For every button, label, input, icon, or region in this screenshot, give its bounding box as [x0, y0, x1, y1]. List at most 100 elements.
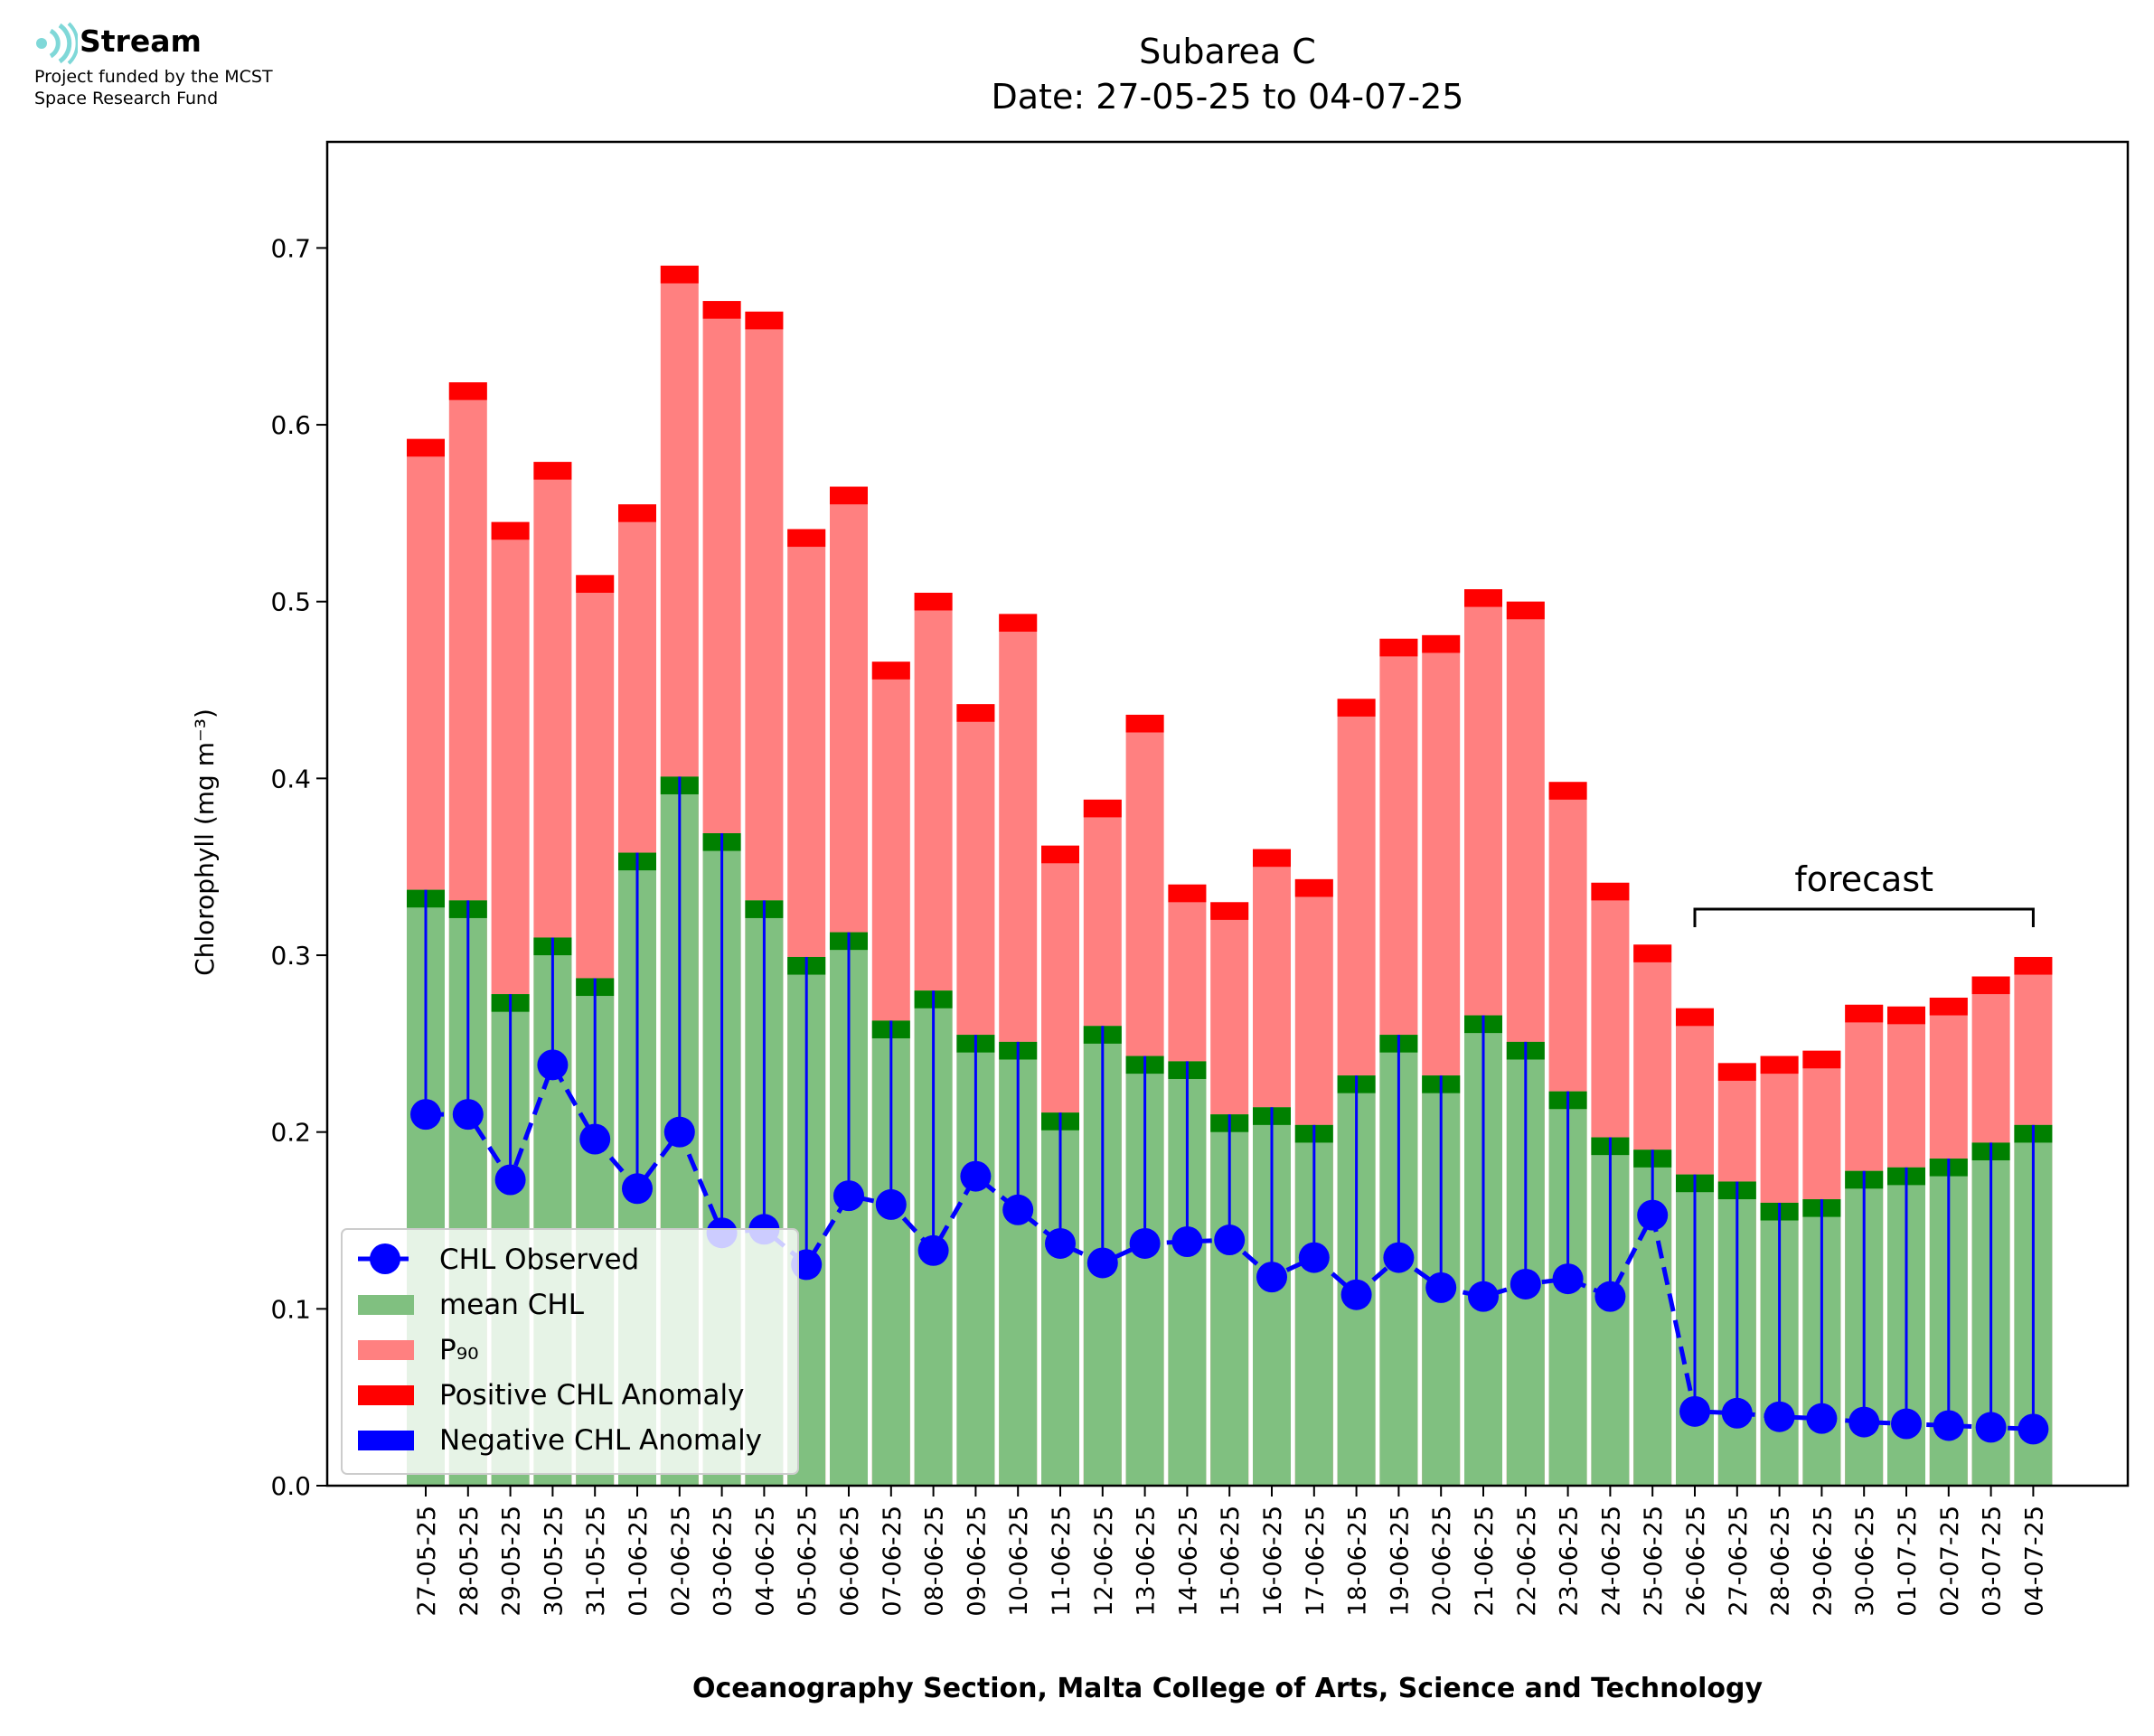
x-tick-label: 23-06-25 — [1556, 1506, 1584, 1617]
observed-point — [1425, 1272, 1457, 1303]
x-tick-label: 10-06-25 — [1005, 1506, 1033, 1617]
plot-frame — [325, 140, 2130, 1487]
p90-band — [830, 486, 868, 505]
forecast-bracket: forecast — [1693, 859, 2035, 927]
y-tick-label: 0.5 — [270, 587, 311, 617]
observed-point — [960, 1160, 992, 1192]
x-tick-label: 25-06-25 — [1640, 1506, 1668, 1617]
observed-point — [452, 1099, 484, 1131]
stream-logo-icon — [36, 22, 78, 65]
p90-band — [407, 438, 445, 457]
observed-point — [2018, 1413, 2049, 1445]
p90-band — [1929, 997, 1968, 1016]
observed-point — [1552, 1263, 1584, 1295]
x-tick-label: 26-06-25 — [1682, 1506, 1710, 1617]
p90-band — [914, 592, 953, 611]
observed-point — [917, 1234, 949, 1266]
logo-name: Stream — [80, 23, 202, 59]
observed-point — [622, 1173, 653, 1205]
x-tick-label: 24-06-25 — [1597, 1506, 1625, 1617]
legend-swatch — [358, 1385, 414, 1405]
x-tick-label: 04-06-25 — [751, 1506, 779, 1617]
p90-band — [745, 311, 784, 330]
legend-label: mean CHL — [439, 1289, 585, 1321]
x-tick-label: 18-06-25 — [1344, 1506, 1372, 1617]
p90-band — [576, 575, 615, 593]
p90-band — [999, 614, 1038, 632]
forecast-annotation: forecast — [1794, 859, 1933, 899]
x-tick-label: 03-07-25 — [1979, 1506, 2007, 1617]
x-tick-label: 07-06-25 — [879, 1506, 907, 1617]
x-tick-label: 08-06-25 — [921, 1506, 949, 1617]
x-tick-label: 02-06-25 — [667, 1506, 695, 1617]
p90-band — [1168, 884, 1207, 903]
p90-band — [2014, 956, 2053, 975]
observed-point — [410, 1099, 441, 1131]
observed-point — [663, 1116, 695, 1148]
x-tick-label: 28-05-25 — [456, 1506, 484, 1617]
observed-point — [1933, 1410, 1964, 1441]
observed-point — [1214, 1225, 1246, 1256]
observed-point — [1256, 1262, 1287, 1293]
x-tick-label: 30-06-25 — [1851, 1506, 1879, 1617]
x-tick-label: 21-06-25 — [1471, 1506, 1499, 1617]
p90-band — [1041, 845, 1079, 864]
p90-band — [1422, 634, 1461, 653]
p90-band — [491, 521, 530, 540]
observed-point — [1806, 1403, 1838, 1434]
y-tick-label: 0.1 — [270, 1294, 311, 1324]
forecast-bracket-line — [1693, 907, 2035, 927]
observed-point — [1975, 1412, 2007, 1443]
p90-band — [956, 704, 995, 722]
x-tick-label: 05-06-25 — [794, 1506, 822, 1617]
legend-label: Positive CHL Anomaly — [439, 1379, 744, 1412]
p90-band — [1887, 1006, 1925, 1025]
observed-point — [1510, 1268, 1541, 1300]
legend-box — [341, 1228, 799, 1475]
p90-band — [1633, 944, 1672, 962]
p90-band — [702, 301, 741, 319]
x-tick-label: 19-06-25 — [1386, 1506, 1414, 1617]
chart-subtitle: Date: 27-05-25 to 04-07-25 — [992, 77, 1464, 117]
legend-label: P₉₀ — [439, 1334, 479, 1366]
observed-point — [494, 1164, 526, 1196]
legend: CHL Observed mean CHL P₉₀ Positive CHL Anom… — [341, 1228, 799, 1475]
x-tick-label: 13-06-25 — [1133, 1506, 1161, 1617]
anomaly-stems — [424, 776, 2035, 1430]
observed-point — [1594, 1281, 1626, 1312]
x-tick-label: 16-06-25 — [1259, 1506, 1287, 1617]
x-tick-label: 22-06-25 — [1513, 1506, 1541, 1617]
y-axis-label: Chlorophyll (mg m⁻³) — [190, 708, 220, 976]
observed-point — [579, 1123, 611, 1155]
x-tick-label: 27-05-25 — [413, 1506, 441, 1617]
observed-point — [1340, 1279, 1372, 1310]
y-tick-label: 0.3 — [270, 941, 311, 971]
observed-point — [1848, 1406, 1880, 1438]
observed-point — [833, 1180, 864, 1212]
observed-point — [1002, 1194, 1034, 1225]
x-tick-label: 01-06-25 — [625, 1506, 653, 1617]
x-tick-label: 14-06-25 — [1174, 1506, 1202, 1617]
y-tick-label: 0.7 — [270, 233, 311, 263]
observed-point — [1171, 1225, 1203, 1257]
p90-band — [1717, 1063, 1756, 1081]
x-tick-label: 20-06-25 — [1428, 1506, 1456, 1617]
x-tick-label: 04-07-25 — [2020, 1506, 2048, 1617]
observed-point — [1086, 1247, 1118, 1279]
logo-funding-line-1: Project funded by the MCST — [34, 67, 273, 87]
observed-point — [875, 1188, 907, 1220]
p90-band — [1506, 601, 1545, 620]
legend-label: CHL Observed — [439, 1243, 639, 1276]
p90-band — [1760, 1056, 1799, 1074]
x-tick-label: 29-06-25 — [1809, 1506, 1837, 1617]
observed-point — [1891, 1408, 1922, 1440]
y-tick-label: 0.0 — [270, 1471, 311, 1501]
x-axis-label: Oceanography Section, Malta College of A… — [692, 1673, 1764, 1704]
observed-point — [1637, 1199, 1669, 1231]
p90-band — [1253, 849, 1291, 868]
p90-band — [1210, 902, 1249, 920]
p90-band — [787, 529, 826, 548]
p90-band — [1845, 1004, 1884, 1023]
observed-point — [537, 1049, 569, 1081]
